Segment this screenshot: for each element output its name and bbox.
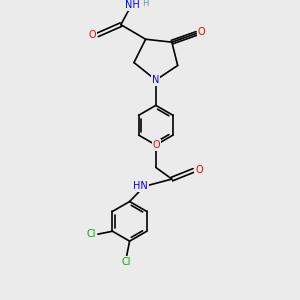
Text: O: O xyxy=(195,165,203,175)
Text: NH: NH xyxy=(125,0,140,10)
Text: Cl: Cl xyxy=(87,229,96,239)
Text: O: O xyxy=(153,140,160,150)
Text: H: H xyxy=(142,0,149,8)
Text: HN: HN xyxy=(133,182,148,191)
Text: N: N xyxy=(152,75,160,85)
Text: O: O xyxy=(89,30,96,40)
Text: Cl: Cl xyxy=(122,256,131,266)
Text: O: O xyxy=(198,27,206,37)
